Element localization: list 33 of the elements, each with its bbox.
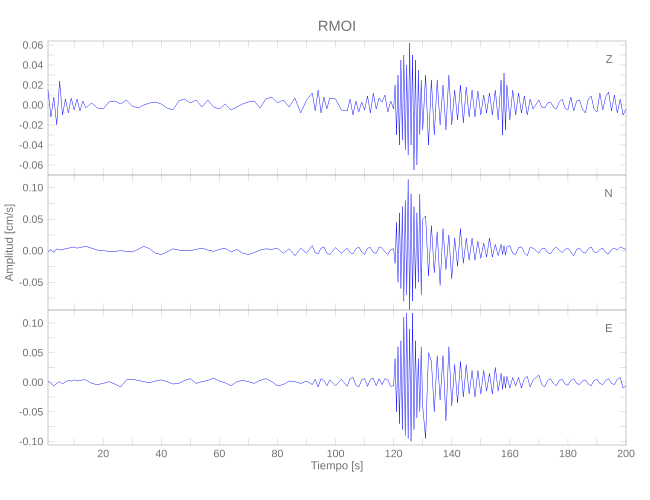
line-series (48, 312, 626, 442)
x-tick-label: 60 (214, 450, 225, 458)
x-tick-label: 20 (98, 450, 109, 458)
y-axis-title: Amplitud [cm/s] (4, 204, 16, 282)
y-tick-label: 0.02 (22, 81, 43, 89)
chart-title: RMOI (319, 20, 355, 31)
x-axis-title: Tiempo [s] (311, 461, 362, 472)
y-tick-label: 0.06 (22, 41, 43, 49)
y-tick-label: -0.05 (19, 408, 43, 416)
y-tick-label: 0.05 (22, 348, 43, 356)
y-tick-label: -0.10 (19, 438, 43, 446)
y-tick-label: -0.02 (19, 121, 43, 129)
y-tick-label: 0.05 (22, 215, 43, 223)
x-tick-label: 160 (502, 450, 518, 458)
y-tick-label: 0.10 (22, 319, 43, 327)
x-tick-label: 120 (386, 450, 402, 458)
x-tick-label: 100 (327, 450, 344, 458)
annotation: Z (606, 55, 612, 63)
x-tick-label: 180 (560, 450, 576, 458)
y-tick-label: -0.04 (19, 141, 43, 149)
y-tick-label: 0.00 (22, 246, 43, 254)
y-tick-label: 0.00 (22, 101, 43, 109)
y-tick-label: 0.10 (22, 184, 43, 192)
y-tick-label: -0.06 (19, 161, 43, 169)
annotation: E (606, 324, 612, 332)
x-tick-label: 80 (272, 450, 283, 458)
x-tick-label: 200 (618, 450, 634, 458)
annotation: N (605, 189, 612, 197)
y-tick-label: -0.05 (19, 278, 43, 286)
y-tick-label: 0.04 (22, 61, 43, 69)
x-tick-label: 40 (156, 450, 167, 458)
x-tick-label: 140 (444, 450, 460, 458)
y-tick-label: 0.00 (22, 378, 43, 386)
